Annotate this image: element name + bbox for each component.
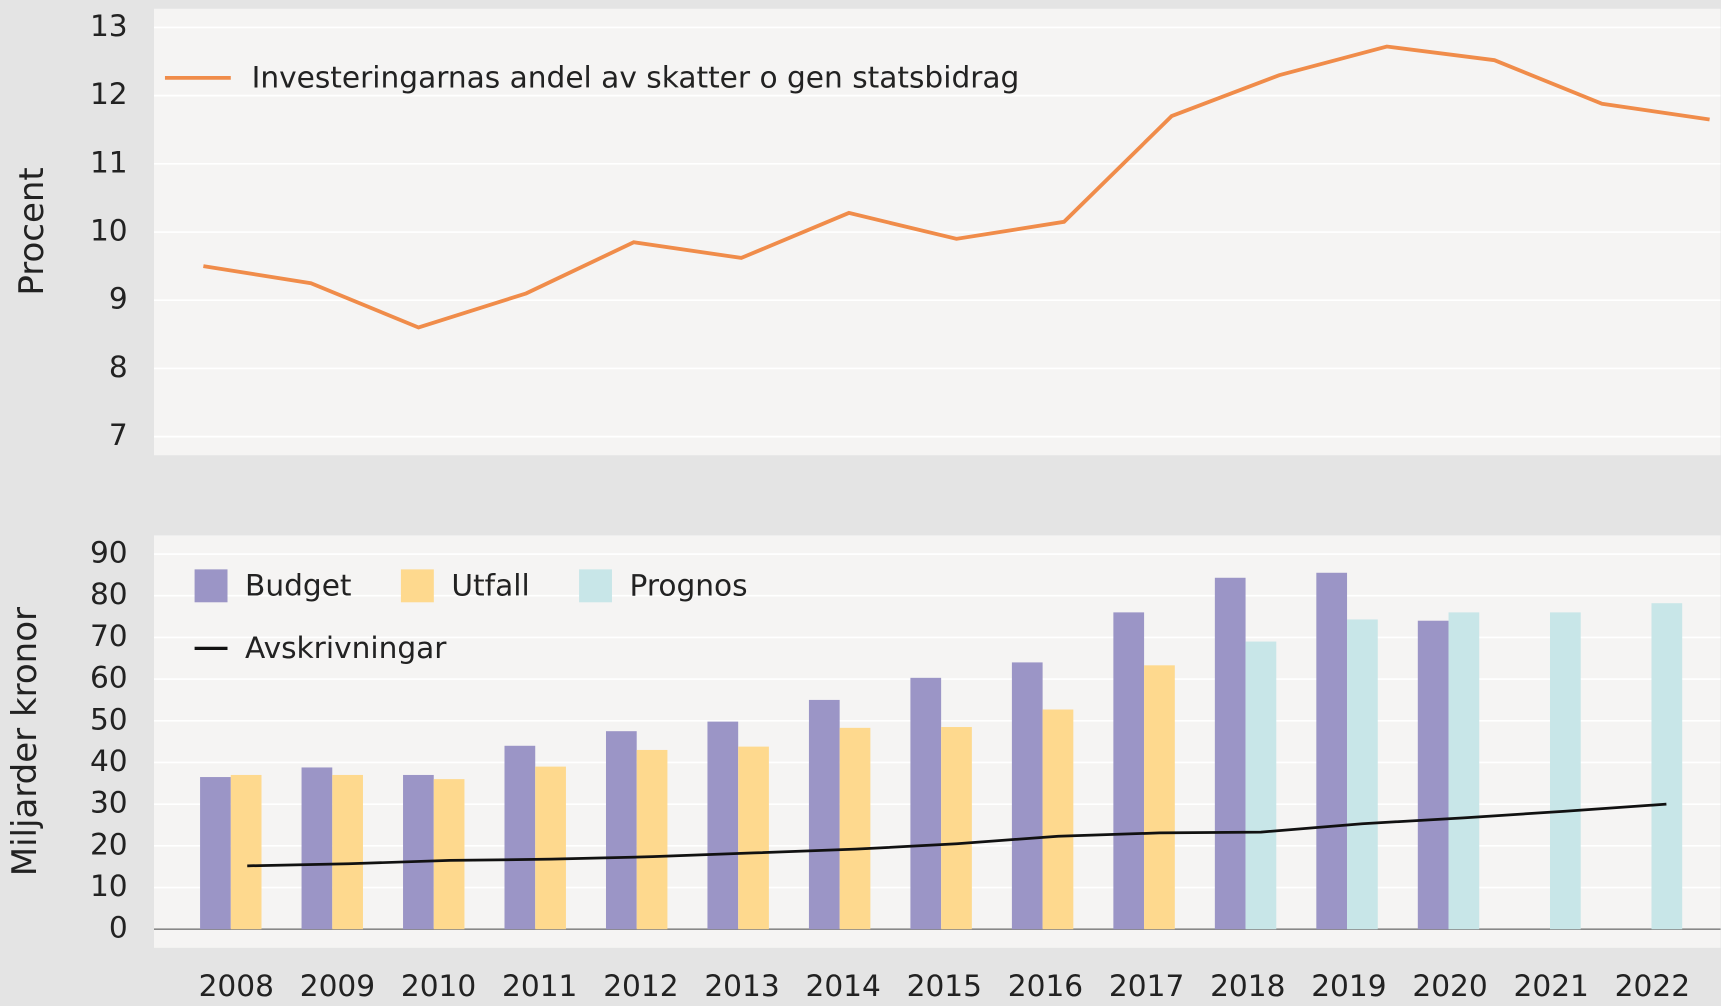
x-tick-label: 2021 (1514, 969, 1589, 1003)
line (203, 44, 1710, 330)
bar (200, 777, 231, 930)
x-tick-label: 2011 (502, 969, 577, 1003)
legend-label: Prognos (630, 568, 748, 602)
y-tick-label: 9 (109, 282, 128, 316)
y-tick-label: 70 (90, 619, 128, 653)
legend-swatch (579, 569, 612, 603)
bar (1042, 709, 1074, 930)
x-tick-label: 2022 (1615, 969, 1690, 1003)
legend-label: Budget (245, 568, 352, 602)
bar (1214, 577, 1246, 930)
x-tick-label: 2016 (1008, 969, 1083, 1003)
y-tick-label: 0 (109, 911, 128, 945)
x-tick-label: 2013 (704, 969, 779, 1003)
x-tick-label: 2009 (300, 969, 375, 1003)
bar (1144, 665, 1175, 930)
y-tick-label: 80 (90, 577, 128, 611)
bar (738, 746, 769, 930)
y-tick-label: 60 (90, 661, 128, 695)
x-tick-label: 2008 (199, 969, 274, 1003)
legend-label: Avskrivningar (245, 631, 447, 665)
bar (403, 774, 434, 930)
x-tick-label: 2014 (805, 969, 880, 1003)
bar (535, 766, 566, 930)
bar (1448, 612, 1480, 930)
bar (301, 767, 333, 930)
x-tick-label: 2019 (1311, 969, 1386, 1003)
y-axis-label: Procent (12, 167, 52, 295)
bar (332, 774, 363, 930)
y-tick-label: 90 (90, 536, 128, 570)
y-tick-label: 7 (109, 418, 128, 452)
x-tick-label: 2017 (1109, 969, 1184, 1003)
y-tick-label: 11 (90, 145, 128, 179)
y-axis-label: Miljarder kronor (5, 607, 45, 876)
bar (910, 677, 942, 930)
bar (1651, 603, 1683, 930)
bar (1245, 641, 1277, 930)
bar (1011, 662, 1043, 930)
bar (808, 699, 840, 930)
bar (839, 727, 871, 930)
bar (230, 774, 262, 930)
bar (1113, 612, 1145, 930)
bar (941, 727, 972, 930)
bar (707, 721, 739, 930)
bar (1347, 619, 1378, 930)
bar (1549, 612, 1581, 930)
bar (605, 731, 637, 930)
bar (1316, 572, 1348, 930)
y-tick-label: 30 (90, 786, 128, 820)
legend-label: Investeringarnas andel av skatter o gen … (252, 60, 1020, 94)
x-tick-label: 2010 (401, 969, 476, 1003)
x-tick-label: 2020 (1412, 969, 1487, 1003)
y-tick-label: 12 (90, 77, 128, 111)
bar (636, 749, 668, 930)
x-tick-label: 2012 (603, 969, 678, 1003)
line (247, 802, 1667, 868)
bar (433, 779, 465, 930)
bar (504, 745, 536, 930)
legend-swatch (194, 569, 228, 603)
x-tick-label: 2015 (907, 969, 982, 1003)
y-tick-label: 20 (90, 827, 128, 861)
y-tick-label: 40 (90, 744, 128, 778)
y-tick-label: 10 (90, 869, 128, 903)
y-tick-label: 10 (90, 214, 128, 248)
bar (1417, 620, 1449, 930)
legend-swatch (400, 569, 434, 603)
y-tick-label: 8 (109, 350, 128, 384)
legend-label: Utfall (451, 568, 529, 602)
y-tick-label: 50 (90, 702, 128, 736)
y-tick-label: 13 (90, 9, 128, 43)
x-tick-label: 2018 (1210, 969, 1285, 1003)
